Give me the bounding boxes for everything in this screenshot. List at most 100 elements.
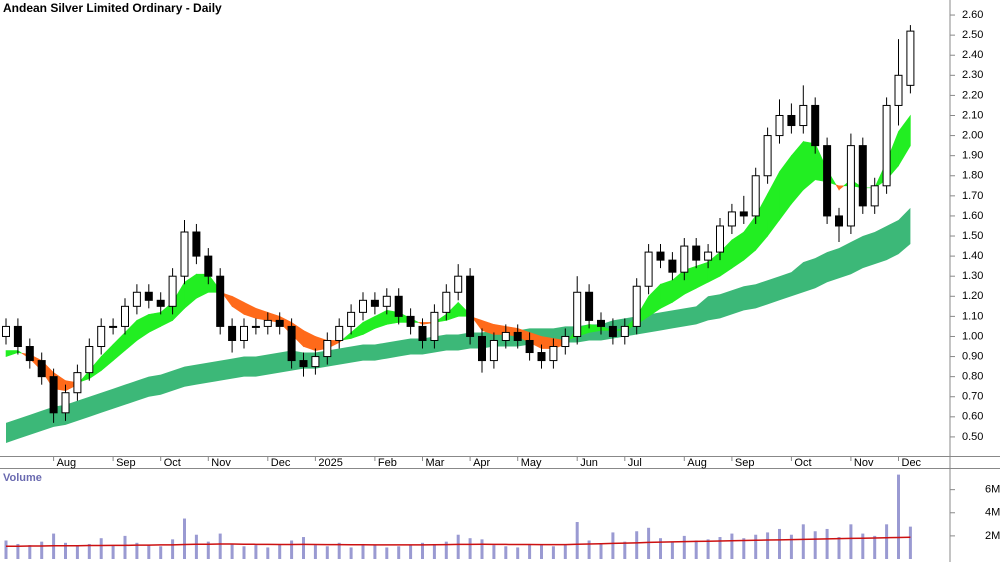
x-tick-label: Nov bbox=[211, 457, 231, 469]
volume-bar bbox=[742, 538, 746, 559]
volume-bar bbox=[242, 546, 246, 559]
volume-bar bbox=[682, 535, 686, 559]
y-tick-label: 2.50 bbox=[962, 29, 983, 41]
candle-body bbox=[620, 325, 629, 337]
x-tick-label: Aug bbox=[57, 457, 77, 469]
volume-bar bbox=[575, 522, 579, 559]
candle-body bbox=[501, 331, 510, 341]
candle-body bbox=[739, 211, 748, 217]
volume-bar bbox=[528, 543, 532, 559]
candle-body bbox=[597, 319, 605, 327]
volume-bar bbox=[147, 545, 151, 559]
candle-body bbox=[263, 319, 272, 327]
volume-bar bbox=[456, 534, 460, 559]
x-tick-label: Aug bbox=[687, 457, 707, 469]
candle-body bbox=[299, 360, 308, 368]
y-tick-label: 2.40 bbox=[962, 49, 983, 61]
volume-bar bbox=[599, 543, 603, 559]
y-tick-label: 1.90 bbox=[962, 150, 983, 162]
candle-body bbox=[585, 291, 594, 321]
volume-bar bbox=[254, 545, 258, 559]
candle-body bbox=[49, 376, 58, 414]
volume-bar bbox=[40, 541, 44, 559]
candle-body bbox=[787, 114, 796, 127]
volume-bar bbox=[492, 545, 496, 559]
candle-body bbox=[894, 74, 903, 106]
candle-body bbox=[144, 291, 153, 301]
y-tick-label: 1.60 bbox=[962, 210, 983, 222]
volume-bar bbox=[706, 539, 710, 559]
y-tick-label: 4M bbox=[985, 507, 1000, 519]
candle-body bbox=[525, 339, 534, 354]
volume-bar bbox=[313, 545, 317, 559]
volume-bar bbox=[635, 531, 639, 559]
volume-bar bbox=[385, 547, 389, 559]
candle-body bbox=[216, 275, 225, 327]
candle-body bbox=[478, 335, 486, 362]
volume-bar bbox=[171, 539, 175, 559]
y-tick-label: 2.10 bbox=[962, 109, 983, 121]
candle-body bbox=[430, 311, 439, 341]
volume-average bbox=[6, 536, 911, 548]
candle-body bbox=[311, 356, 320, 368]
volume-bar bbox=[540, 545, 543, 559]
x-tick-label: Nov bbox=[854, 457, 874, 469]
y-tick-label: 0.60 bbox=[962, 411, 983, 423]
volume-bar bbox=[28, 545, 32, 559]
y-tick-label: 1.20 bbox=[962, 290, 983, 302]
candle-body bbox=[180, 231, 189, 277]
candle-body bbox=[73, 372, 82, 394]
x-tick-label: Oct bbox=[794, 457, 811, 469]
candle-body bbox=[656, 251, 665, 261]
volume-bar bbox=[623, 541, 627, 559]
candle-body bbox=[13, 325, 22, 348]
candle-body bbox=[2, 325, 10, 337]
volume-bar bbox=[373, 545, 377, 559]
short-band bbox=[898, 114, 911, 167]
candle-body bbox=[727, 211, 736, 227]
volume-bar bbox=[302, 537, 305, 559]
candle-body bbox=[156, 299, 165, 307]
y-tick-label: 1.70 bbox=[962, 190, 983, 202]
volume-bar bbox=[670, 541, 674, 559]
volume-bar bbox=[504, 546, 508, 559]
volume-bar bbox=[789, 534, 793, 559]
candle-body bbox=[335, 325, 344, 341]
volume-bar bbox=[873, 535, 877, 559]
candle-body bbox=[906, 30, 915, 86]
candle-body bbox=[37, 360, 46, 378]
volume-bar bbox=[908, 526, 912, 559]
candle-body bbox=[573, 291, 582, 337]
candle-body bbox=[61, 392, 70, 414]
candle-body bbox=[192, 231, 201, 257]
volume-bar bbox=[432, 543, 436, 559]
candle-body bbox=[751, 175, 760, 217]
candle-body bbox=[549, 346, 558, 362]
candle-body bbox=[442, 291, 451, 313]
candle-body bbox=[204, 255, 213, 277]
candle-body bbox=[240, 325, 248, 341]
x-tick-label: Sep bbox=[735, 457, 755, 469]
candle-body bbox=[370, 299, 379, 307]
volume-bar bbox=[194, 534, 198, 559]
candle-body bbox=[228, 325, 237, 341]
candle-body bbox=[394, 295, 403, 317]
candle-body bbox=[668, 259, 677, 273]
volume-bar bbox=[16, 543, 20, 559]
volume-bar bbox=[290, 540, 294, 559]
volume-bar bbox=[111, 545, 115, 559]
candle-body bbox=[799, 104, 808, 127]
candle-body bbox=[561, 335, 570, 348]
volume-bar bbox=[444, 541, 448, 559]
volume-bar bbox=[64, 542, 67, 559]
volume-bar bbox=[730, 533, 734, 559]
candle-body bbox=[846, 145, 855, 227]
volume-bar bbox=[337, 542, 341, 559]
volume-bar bbox=[778, 528, 781, 559]
x-tick-label: 2025 bbox=[318, 457, 342, 469]
volume-panel bbox=[4, 474, 912, 559]
candle-body bbox=[537, 352, 546, 362]
candle-body bbox=[644, 251, 653, 287]
volume-bar bbox=[647, 527, 651, 559]
